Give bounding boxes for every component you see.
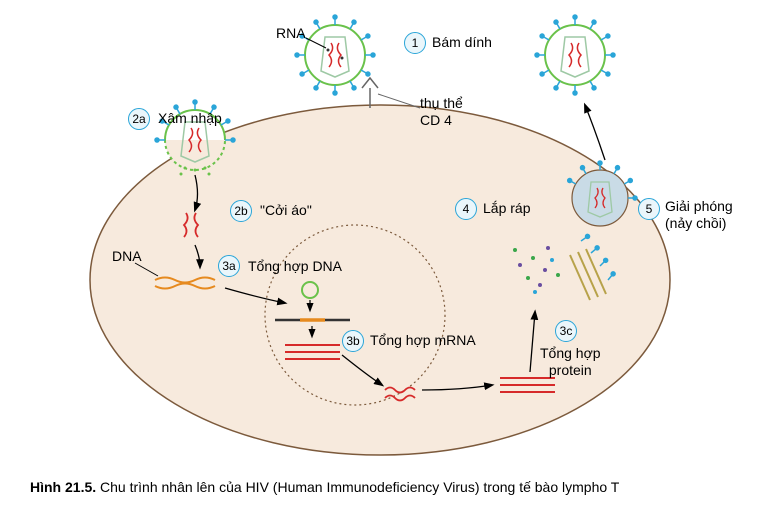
virus-top (295, 15, 375, 95)
label-receptor: thụ thể CD 4 (420, 95, 463, 129)
label-rna: RNA (276, 25, 306, 41)
caption-text: Chu trình nhân lên của HIV (Human Immuno… (96, 479, 619, 495)
step-4-badge: 4 (455, 198, 477, 220)
label-giaiphong: Giải phóng (nảy chồi) (665, 198, 733, 232)
step-5-badge: 5 (638, 198, 660, 220)
step-2b-badge: 2b (230, 200, 252, 222)
label-laprap: Lắp ráp (483, 200, 530, 216)
step-3c-num: 3c (560, 324, 573, 338)
step-3a-num: 3a (222, 259, 235, 273)
step-3c-badge: 3c (555, 320, 577, 342)
cd4-receptor (362, 78, 378, 108)
label-bamdinh: Bám dính (432, 34, 492, 50)
virus-released (535, 15, 615, 95)
step-1-num: 1 (412, 36, 419, 50)
diagram-canvas: 1 2a 2b 3a 3b 3c 4 5 RNA Bám dính Xâm nh… (0, 0, 781, 507)
label-dna: DNA (112, 248, 142, 264)
label-xamnhap: Xâm nhập (158, 110, 222, 126)
figure-caption: Hình 21.5. Chu trình nhân lên của HIV (H… (30, 479, 751, 495)
step-2a-num: 2a (132, 112, 145, 126)
step-3a-badge: 3a (218, 255, 240, 277)
arrow-bud-release (585, 105, 605, 160)
step-3b-num: 3b (346, 334, 359, 348)
label-coiao: "Cởi áo" (260, 202, 312, 218)
step-5-num: 5 (646, 202, 653, 216)
step-1-badge: 1 (404, 32, 426, 54)
step-2b-num: 2b (234, 204, 247, 218)
label-tonghopDNA: Tổng hợp DNA (248, 258, 342, 274)
step-3b-badge: 3b (342, 330, 364, 352)
step-2a-badge: 2a (128, 108, 150, 130)
step-4-num: 4 (463, 202, 470, 216)
caption-bold: Hình 21.5. (30, 479, 96, 495)
label-tonghopProtein: Tổng hợp protein (540, 345, 601, 379)
label-tonghopmRNA: Tổng hợp mRNA (370, 332, 476, 348)
